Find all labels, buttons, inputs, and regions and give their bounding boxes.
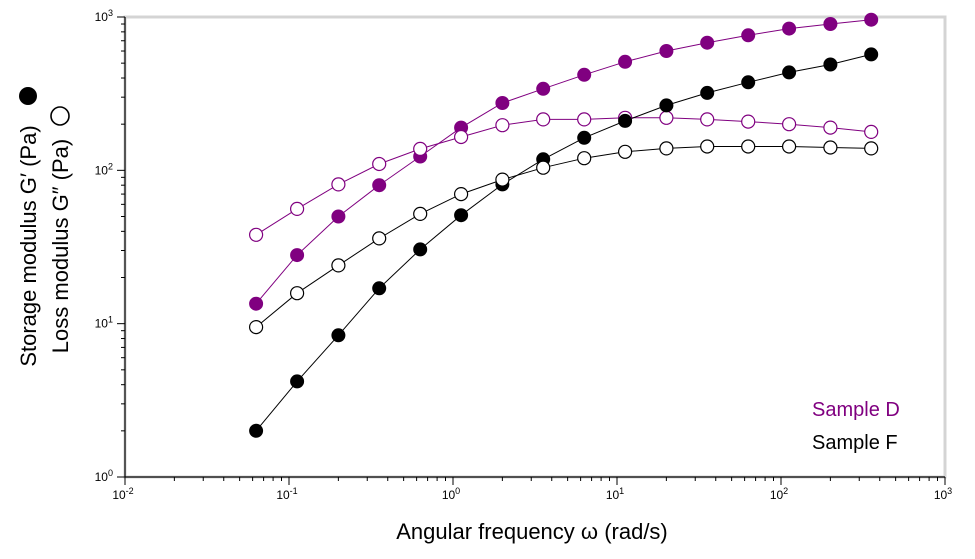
- data-point-sample-f-loss: [536, 160, 551, 175]
- data-point-sample-f-storage: [413, 242, 428, 257]
- data-point-sample-d-loss: [454, 129, 469, 145]
- plot-frame: [123, 15, 947, 479]
- data-point-sample-d-loss: [536, 112, 551, 127]
- data-point-sample-f-storage: [290, 374, 305, 389]
- data-point-sample-f-storage: [618, 113, 633, 128]
- x-tick-label: 101: [606, 486, 624, 502]
- data-point-sample-d-loss: [781, 117, 797, 132]
- y-tick-label: 102: [95, 161, 113, 177]
- data-point-sample-f-loss: [372, 231, 387, 246]
- data-point-sample-d-loss: [249, 227, 264, 242]
- data-point-sample-d-storage: [495, 96, 510, 110]
- data-point-sample-f-storage: [577, 130, 592, 145]
- data-point-sample-d-storage: [331, 209, 346, 224]
- open-circle-marker-icon: [50, 106, 70, 126]
- data-point-sample-d-loss: [413, 141, 428, 156]
- data-point-sample-f-loss: [413, 206, 428, 221]
- data-point-sample-f-loss: [495, 172, 510, 187]
- data-point-sample-d-storage: [782, 21, 797, 36]
- data-point-sample-d-loss: [741, 114, 756, 129]
- data-point-sample-f-storage: [741, 75, 756, 90]
- data-point-sample-d-loss: [331, 177, 346, 192]
- data-point-sample-d-loss: [864, 124, 879, 139]
- data-point-sample-f-storage: [249, 423, 264, 438]
- data-point-sample-d-loss: [372, 156, 387, 172]
- data-point-sample-f-loss: [659, 141, 674, 156]
- y-axis-titles: Storage modulus G′ (Pa) Loss modulus G″ …: [16, 87, 73, 367]
- legend: Sample D Sample F: [812, 399, 900, 454]
- data-point-sample-f-loss: [249, 320, 264, 335]
- data-point-sample-d-storage: [577, 67, 592, 82]
- x-tick-label: 10-2: [112, 486, 133, 502]
- x-tick-label: 100: [442, 486, 460, 502]
- series-line-sample-f-loss: [255, 146, 872, 328]
- filled-circle-marker-icon: [19, 87, 37, 105]
- y-axis-title-loss: Loss modulus G″ (Pa): [48, 139, 73, 353]
- data-point-sample-d-storage: [618, 54, 633, 69]
- x-tick-label: 103: [934, 486, 952, 502]
- data-point-sample-d-storage: [536, 81, 551, 96]
- data-point-sample-f-loss: [781, 139, 797, 154]
- data-point-sample-d-storage: [741, 28, 756, 43]
- legend-entry-sample-f: Sample F: [812, 432, 898, 454]
- series-layer: [249, 12, 879, 438]
- data-point-sample-d-storage: [249, 296, 264, 311]
- y-tick-label: 101: [95, 315, 113, 331]
- data-point-sample-f-storage: [659, 98, 674, 113]
- y-tick-label: 100: [95, 468, 113, 484]
- data-point-sample-d-loss: [659, 110, 674, 125]
- x-tick-label: 10-1: [276, 486, 297, 502]
- data-point-sample-f-storage: [782, 65, 797, 80]
- data-point-sample-f-loss: [454, 187, 469, 202]
- data-point-sample-f-storage: [372, 281, 387, 296]
- data-point-sample-d-loss: [700, 112, 715, 127]
- data-point-sample-d-loss: [495, 118, 510, 133]
- data-point-sample-f-storage: [823, 57, 838, 72]
- data-point-sample-f-loss: [741, 139, 756, 154]
- data-point-sample-d-storage: [290, 248, 305, 263]
- data-point-sample-d-storage: [659, 44, 674, 58]
- data-point-sample-d-storage: [823, 17, 838, 31]
- y-axis-ticks: 100 101 102 103: [95, 8, 125, 484]
- legend-entry-sample-d: Sample D: [812, 399, 900, 421]
- x-tick-label: 102: [770, 486, 788, 502]
- data-point-sample-f-loss: [700, 139, 715, 154]
- series-line-sample-d-storage: [255, 19, 872, 305]
- series-line-sample-d-loss: [255, 117, 872, 236]
- data-point-sample-f-loss: [577, 151, 592, 166]
- data-point-sample-f-loss: [331, 258, 346, 273]
- data-point-sample-d-storage: [700, 35, 715, 50]
- x-axis-ticks: 10-2 10-1 100 101 102 103: [112, 477, 952, 502]
- y-axis-title-storage: Storage modulus G′ (Pa): [16, 125, 41, 366]
- data-point-sample-f-storage: [454, 208, 469, 223]
- data-point-sample-d-storage: [372, 178, 387, 193]
- data-point-sample-f-storage: [700, 85, 715, 100]
- data-point-sample-d-loss: [290, 201, 305, 216]
- data-point-sample-d-storage: [864, 12, 879, 27]
- data-point-sample-f-storage: [331, 328, 346, 343]
- data-point-sample-f-loss: [823, 140, 838, 155]
- data-point-sample-f-storage: [864, 47, 879, 62]
- series-line-sample-f-storage: [255, 53, 872, 432]
- data-point-sample-f-loss: [290, 286, 305, 301]
- x-axis-title: Angular frequency ω (rad/s): [396, 519, 668, 544]
- y-tick-label: 103: [95, 8, 113, 24]
- data-point-sample-f-loss: [617, 144, 633, 159]
- data-point-sample-d-loss: [823, 120, 838, 135]
- data-point-sample-f-loss: [864, 141, 879, 156]
- data-point-sample-d-loss: [577, 112, 592, 127]
